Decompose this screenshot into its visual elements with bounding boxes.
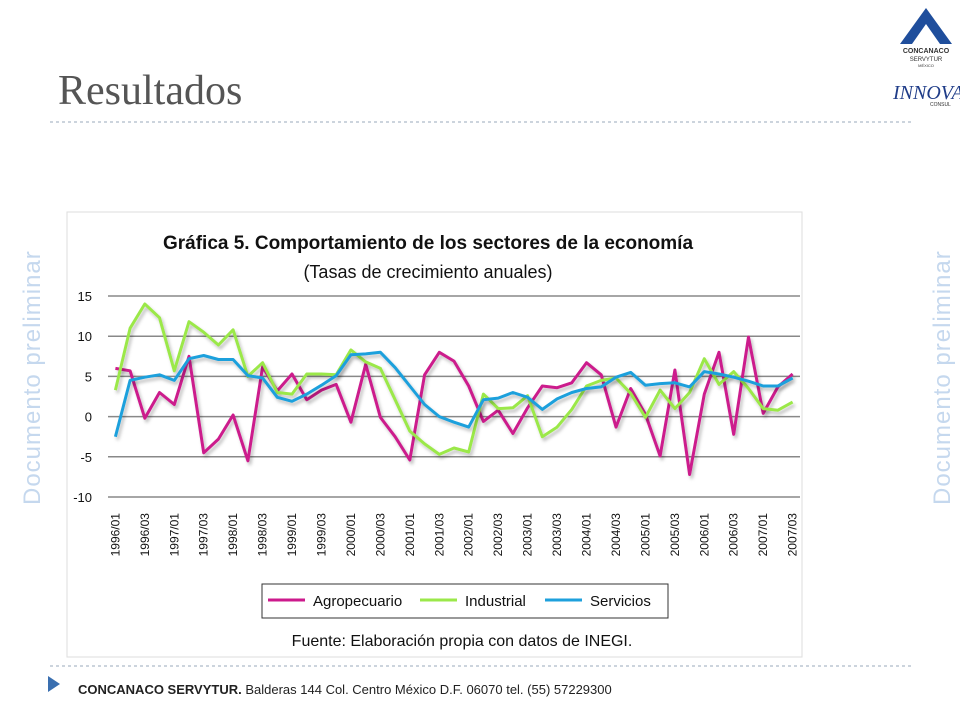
logo-text: CONCANACO <box>903 48 950 55</box>
x-tick-label: 1999/01 <box>285 513 299 557</box>
x-tick-label: 2007/03 <box>786 513 800 557</box>
logo-text: INNOVA <box>892 82 960 104</box>
chart-subtitle: (Tasas de crecimiento anuales) <box>303 262 552 282</box>
x-tick-label: 1998/01 <box>226 513 240 557</box>
y-tick-label: 15 <box>78 289 92 304</box>
footer-address: Balderas 144 Col. Centro México D.F. 060… <box>245 682 611 697</box>
x-tick-label: 1996/01 <box>108 513 122 557</box>
logo-text: SERVYTUR <box>910 57 943 63</box>
watermark: Documento preliminar <box>929 250 956 505</box>
x-tick-label: 2007/01 <box>756 513 770 557</box>
x-tick-label: 2002/03 <box>491 513 505 557</box>
x-tick-label: 2002/01 <box>462 513 476 557</box>
chart-title: Gráfica 5. Comportamiento de los sectore… <box>163 233 693 254</box>
watermark: Documento preliminar <box>19 250 46 505</box>
x-tick-label: 2006/01 <box>697 513 711 557</box>
x-tick-label: 1996/03 <box>138 513 152 557</box>
x-tick-label: 2005/01 <box>638 513 652 557</box>
x-tick-label: 2003/01 <box>521 513 535 557</box>
x-tick-label: 1998/03 <box>256 513 270 557</box>
bullet <box>48 676 60 692</box>
footer: CONCANACO SERVYTUR. Balderas 144 Col. Ce… <box>78 682 612 697</box>
x-tick-label: 2001/03 <box>432 513 446 557</box>
logo-shape <box>900 8 952 44</box>
logo-text: CONSUL <box>930 102 951 108</box>
legend-box <box>261 583 669 619</box>
x-tick-label: 2003/03 <box>550 513 564 557</box>
y-tick-label: -5 <box>80 450 92 465</box>
source: Fuente: Elaboración propia con datos de … <box>292 633 633 650</box>
series-line <box>113 302 794 456</box>
x-tick-label: 1997/03 <box>197 513 211 557</box>
y-tick-label: 5 <box>85 369 92 384</box>
x-tick-label: 2000/03 <box>373 513 387 557</box>
series-line <box>113 350 794 438</box>
legend-label: Agropecuario <box>313 593 402 610</box>
slide-title: Resultados <box>58 68 242 114</box>
y-tick-label: -10 <box>73 490 92 505</box>
x-tick-label: 2004/01 <box>580 513 594 557</box>
x-tick-label: 2000/01 <box>344 513 358 557</box>
x-tick-label: 1997/01 <box>167 513 181 557</box>
legend-label: Servicios <box>590 593 651 610</box>
x-tick-label: 2006/03 <box>727 513 741 557</box>
x-tick-label: 1999/03 <box>314 513 328 557</box>
legend-label: Industrial <box>465 593 526 610</box>
x-tick-label: 2001/01 <box>403 513 417 557</box>
chart-frame <box>66 211 803 658</box>
logo-text: MÉXICO <box>918 63 934 68</box>
y-tick-label: 10 <box>78 329 92 344</box>
y-tick-label: 0 <box>85 410 92 425</box>
footer-org: CONCANACO SERVYTUR. <box>78 682 242 697</box>
x-tick-label: 2005/03 <box>668 513 682 557</box>
x-tick-label: 2004/03 <box>609 513 623 557</box>
